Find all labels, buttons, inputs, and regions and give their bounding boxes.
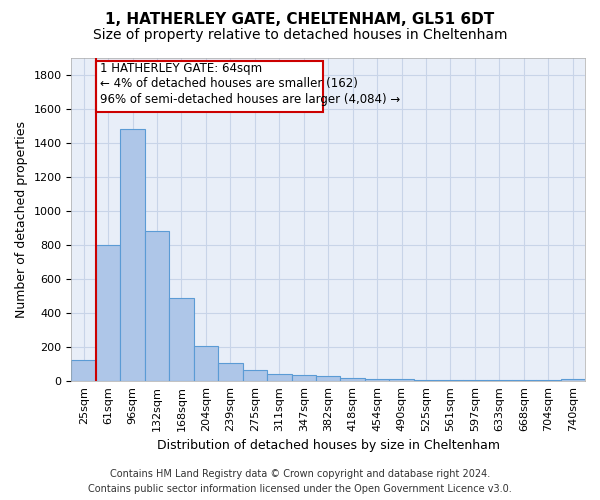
Bar: [267, 374, 292, 382]
Bar: [194, 346, 218, 382]
Bar: [389, 380, 414, 382]
Bar: [145, 232, 169, 382]
Bar: [414, 380, 438, 382]
Text: Contains HM Land Registry data © Crown copyright and database right 2024.
Contai: Contains HM Land Registry data © Crown c…: [88, 469, 512, 494]
Text: 1 HATHERLEY GATE: 64sqm: 1 HATHERLEY GATE: 64sqm: [100, 62, 262, 75]
Bar: [463, 380, 487, 382]
Text: 96% of semi-detached houses are larger (4,084) →: 96% of semi-detached houses are larger (…: [100, 93, 400, 106]
Bar: [121, 129, 145, 382]
Bar: [340, 378, 365, 382]
Bar: [512, 380, 536, 382]
Bar: [536, 380, 560, 382]
Bar: [96, 245, 121, 382]
Bar: [218, 364, 242, 382]
Bar: [560, 378, 585, 382]
Bar: [365, 378, 389, 382]
Bar: [292, 376, 316, 382]
Y-axis label: Number of detached properties: Number of detached properties: [15, 121, 28, 318]
FancyBboxPatch shape: [97, 61, 323, 112]
Text: Size of property relative to detached houses in Cheltenham: Size of property relative to detached ho…: [93, 28, 507, 42]
Bar: [487, 380, 512, 382]
Bar: [438, 380, 463, 382]
Text: ← 4% of detached houses are smaller (162): ← 4% of detached houses are smaller (162…: [100, 78, 358, 90]
Bar: [169, 298, 194, 382]
Bar: [242, 370, 267, 382]
Text: 1, HATHERLEY GATE, CHELTENHAM, GL51 6DT: 1, HATHERLEY GATE, CHELTENHAM, GL51 6DT: [106, 12, 494, 28]
X-axis label: Distribution of detached houses by size in Cheltenham: Distribution of detached houses by size …: [157, 440, 500, 452]
Bar: [316, 376, 340, 382]
Bar: [71, 360, 96, 382]
